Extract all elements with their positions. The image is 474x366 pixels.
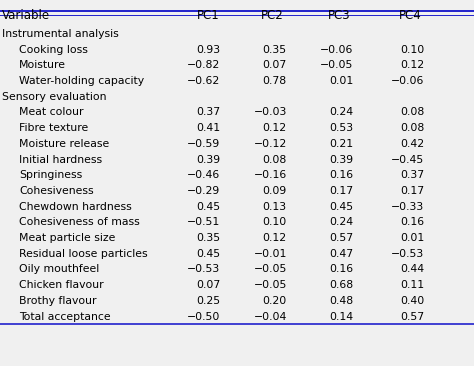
Text: −0.03: −0.03 — [254, 107, 287, 117]
Text: Meat colour: Meat colour — [19, 107, 83, 117]
Text: 0.10: 0.10 — [400, 45, 424, 55]
Text: 0.17: 0.17 — [329, 186, 353, 196]
Text: 0.35: 0.35 — [196, 233, 220, 243]
Text: 0.37: 0.37 — [400, 170, 424, 180]
Text: 0.12: 0.12 — [263, 123, 287, 133]
Text: 0.25: 0.25 — [196, 296, 220, 306]
Text: Oily mouthfeel: Oily mouthfeel — [19, 265, 99, 274]
Text: 0.42: 0.42 — [400, 139, 424, 149]
Text: 0.93: 0.93 — [196, 45, 220, 55]
Text: Residual loose particles: Residual loose particles — [19, 249, 147, 259]
Text: Brothy flavour: Brothy flavour — [19, 296, 97, 306]
Text: 0.48: 0.48 — [329, 296, 353, 306]
Text: Instrumental analysis: Instrumental analysis — [2, 29, 119, 39]
Text: 0.45: 0.45 — [329, 202, 353, 212]
Text: Meat particle size: Meat particle size — [19, 233, 115, 243]
Text: 0.07: 0.07 — [263, 60, 287, 70]
Text: Initial hardness: Initial hardness — [19, 154, 102, 164]
Text: 0.37: 0.37 — [196, 107, 220, 117]
Text: −0.46: −0.46 — [187, 170, 220, 180]
Text: Variable: Variable — [2, 9, 51, 22]
Text: 0.13: 0.13 — [263, 202, 287, 212]
Text: 0.45: 0.45 — [196, 202, 220, 212]
Text: 0.39: 0.39 — [196, 154, 220, 164]
Text: 0.35: 0.35 — [263, 45, 287, 55]
Text: 0.09: 0.09 — [263, 186, 287, 196]
Text: 0.16: 0.16 — [400, 217, 424, 227]
Text: 0.16: 0.16 — [329, 170, 353, 180]
Text: PC4: PC4 — [399, 9, 421, 22]
Text: −0.45: −0.45 — [391, 154, 424, 164]
Text: 0.12: 0.12 — [400, 60, 424, 70]
Text: 0.10: 0.10 — [263, 217, 287, 227]
Text: 0.68: 0.68 — [329, 280, 353, 290]
Text: −0.82: −0.82 — [187, 60, 220, 70]
Text: 0.16: 0.16 — [329, 265, 353, 274]
Text: −0.06: −0.06 — [320, 45, 353, 55]
Text: 0.08: 0.08 — [400, 123, 424, 133]
Text: 0.45: 0.45 — [196, 249, 220, 259]
Text: Cohesiveness of mass: Cohesiveness of mass — [19, 217, 140, 227]
Text: −0.29: −0.29 — [187, 186, 220, 196]
Text: 0.01: 0.01 — [400, 233, 424, 243]
Text: −0.05: −0.05 — [320, 60, 353, 70]
Text: PC3: PC3 — [328, 9, 350, 22]
Text: 0.21: 0.21 — [329, 139, 353, 149]
Text: Moisture release: Moisture release — [19, 139, 109, 149]
Text: 0.53: 0.53 — [329, 123, 353, 133]
Text: 0.41: 0.41 — [196, 123, 220, 133]
Text: −0.51: −0.51 — [187, 217, 220, 227]
Text: −0.59: −0.59 — [187, 139, 220, 149]
Text: 0.20: 0.20 — [263, 296, 287, 306]
Text: 0.44: 0.44 — [400, 265, 424, 274]
Text: Fibre texture: Fibre texture — [19, 123, 88, 133]
Text: −0.05: −0.05 — [254, 265, 287, 274]
Text: −0.04: −0.04 — [254, 311, 287, 322]
Text: −0.53: −0.53 — [391, 249, 424, 259]
Text: Chewdown hardness: Chewdown hardness — [19, 202, 132, 212]
Text: Cooking loss: Cooking loss — [19, 45, 88, 55]
Text: Moisture: Moisture — [19, 60, 66, 70]
Text: 0.08: 0.08 — [263, 154, 287, 164]
Text: 0.57: 0.57 — [400, 311, 424, 322]
Text: −0.53: −0.53 — [187, 265, 220, 274]
Text: −0.16: −0.16 — [254, 170, 287, 180]
Text: −0.06: −0.06 — [391, 76, 424, 86]
Text: 0.47: 0.47 — [329, 249, 353, 259]
Text: 0.01: 0.01 — [329, 76, 353, 86]
Text: 0.39: 0.39 — [329, 154, 353, 164]
Text: Chicken flavour: Chicken flavour — [19, 280, 104, 290]
Text: 0.57: 0.57 — [329, 233, 353, 243]
Text: −0.12: −0.12 — [254, 139, 287, 149]
Text: 0.14: 0.14 — [329, 311, 353, 322]
Text: Springiness: Springiness — [19, 170, 82, 180]
Text: 0.07: 0.07 — [196, 280, 220, 290]
Text: PC1: PC1 — [197, 9, 220, 22]
Text: 0.40: 0.40 — [400, 296, 424, 306]
Text: 0.78: 0.78 — [263, 76, 287, 86]
Text: 0.11: 0.11 — [400, 280, 424, 290]
Text: 0.08: 0.08 — [400, 107, 424, 117]
Text: −0.62: −0.62 — [187, 76, 220, 86]
Text: Sensory evaluation: Sensory evaluation — [2, 92, 107, 102]
Text: Water-holding capacity: Water-holding capacity — [19, 76, 144, 86]
Text: 0.17: 0.17 — [400, 186, 424, 196]
Text: −0.50: −0.50 — [187, 311, 220, 322]
Text: PC2: PC2 — [261, 9, 284, 22]
Text: 0.12: 0.12 — [263, 233, 287, 243]
Text: −0.33: −0.33 — [391, 202, 424, 212]
Text: Cohesiveness: Cohesiveness — [19, 186, 93, 196]
Text: 0.24: 0.24 — [329, 217, 353, 227]
Text: 0.24: 0.24 — [329, 107, 353, 117]
Text: −0.01: −0.01 — [254, 249, 287, 259]
Text: −0.05: −0.05 — [254, 280, 287, 290]
Text: Total acceptance: Total acceptance — [19, 311, 110, 322]
